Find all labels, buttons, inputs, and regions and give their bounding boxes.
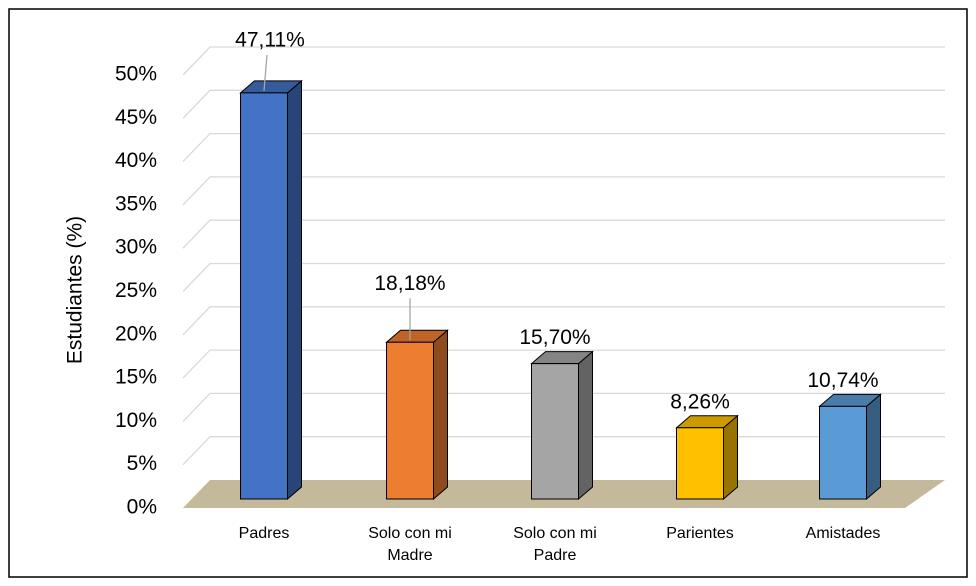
value-label: 47,11%	[235, 28, 305, 51]
bar-side	[866, 393, 881, 501]
x-tick-label: Solo con mi Madre	[368, 525, 452, 564]
y-tick-label: 30%	[115, 236, 157, 259]
y-tick-label: 50%	[115, 63, 157, 86]
grid-line	[182, 89, 945, 119]
bar-front	[676, 427, 724, 500]
bar	[530, 350, 594, 501]
y-tick-label: 10%	[115, 409, 157, 432]
bar-front	[531, 363, 579, 500]
grid-line	[182, 219, 945, 249]
value-label: 15,70%	[519, 326, 590, 349]
y-tick-label: 20%	[115, 322, 157, 345]
y-tick-label: 45%	[115, 106, 157, 129]
x-tick-label: Solo con mi Padre	[513, 525, 597, 564]
bar-side	[433, 329, 448, 501]
grid-line	[182, 392, 945, 422]
y-tick-label: 0%	[127, 496, 157, 519]
bar-side	[723, 414, 738, 501]
bar	[239, 79, 303, 501]
grid-line	[182, 306, 945, 336]
bar	[675, 414, 739, 501]
value-label: 10,74%	[807, 369, 878, 392]
x-tick-label: Parientes	[666, 525, 734, 542]
bar	[818, 393, 882, 501]
bar-side	[578, 350, 593, 501]
grid-line	[182, 262, 945, 292]
y-tick-label: 35%	[115, 192, 157, 215]
y-tick-label: 40%	[115, 149, 157, 172]
y-tick-label: 25%	[115, 279, 157, 302]
bar-front	[819, 405, 867, 500]
bar-side	[287, 79, 302, 501]
grid-line	[182, 46, 945, 76]
leader-line	[263, 54, 268, 91]
bar-front	[386, 341, 434, 500]
y-tick-label: 5%	[127, 452, 157, 475]
x-tick-label: Padres	[238, 525, 290, 542]
bar	[385, 329, 449, 501]
grid-line	[182, 349, 945, 379]
x-tick-label: Amistades	[805, 525, 881, 542]
grid-line	[182, 176, 945, 206]
value-label: 8,26%	[670, 390, 730, 413]
bar-front	[240, 92, 288, 500]
y-axis-title: Estudiantes (%)	[64, 216, 87, 364]
grid-line	[182, 132, 945, 163]
y-tick-label: 15%	[115, 366, 157, 389]
value-label: 18,18%	[374, 272, 445, 295]
